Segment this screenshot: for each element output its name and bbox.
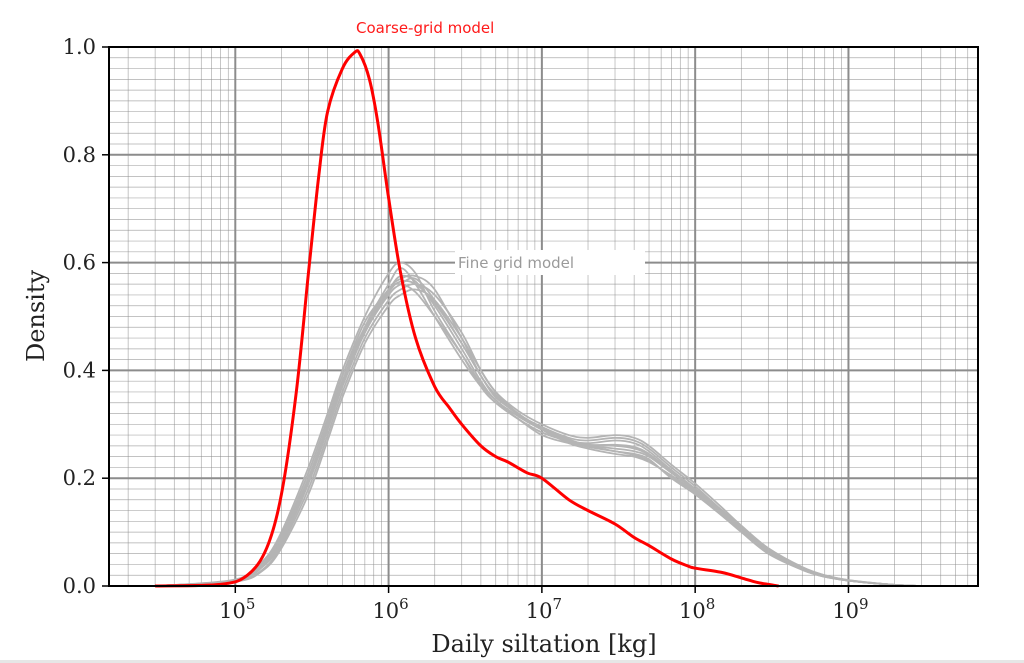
fine-grid-annotation: Fine grid model bbox=[458, 254, 574, 272]
y-tick-label: 0.4 bbox=[63, 358, 96, 382]
y-tick-label: 0.2 bbox=[63, 466, 96, 490]
window-bottom-rule bbox=[0, 660, 1024, 663]
y-tick-label: 0.0 bbox=[63, 574, 96, 598]
plot-area-frame bbox=[108, 46, 979, 587]
coarse-grid-series-group bbox=[155, 49, 779, 588]
grid-lines bbox=[109, 47, 978, 586]
y-tick-label: 0.8 bbox=[63, 143, 96, 167]
y-axis-label: Density bbox=[22, 270, 50, 363]
coarse-grid-series-line bbox=[155, 49, 779, 588]
x-tick-label: 109 bbox=[832, 595, 868, 623]
x-tick-label: 107 bbox=[526, 595, 562, 623]
x-axis-ticks: 105 106 107 108 109 bbox=[219, 586, 869, 623]
y-axis-ticks: 0.0 0.2 0.4 0.6 0.8 1.0 bbox=[63, 35, 109, 598]
fine-grid-series-line-9 bbox=[155, 279, 922, 587]
x-axis-label: Daily siltation [kg] bbox=[431, 630, 656, 658]
fine-grid-series-line-8 bbox=[155, 282, 922, 587]
x-tick-label: 108 bbox=[679, 595, 715, 623]
coarse-grid-annotation: Coarse-grid model bbox=[356, 19, 494, 37]
y-tick-label: 1.0 bbox=[63, 35, 96, 59]
fine-grid-series-line-7 bbox=[155, 288, 922, 587]
fine-grid-annotation-box bbox=[455, 250, 645, 275]
y-tick-label: 0.6 bbox=[63, 251, 96, 275]
fine-grid-series-group bbox=[155, 261, 922, 587]
x-tick-label: 105 bbox=[219, 595, 255, 623]
x-tick-label: 106 bbox=[372, 595, 408, 623]
